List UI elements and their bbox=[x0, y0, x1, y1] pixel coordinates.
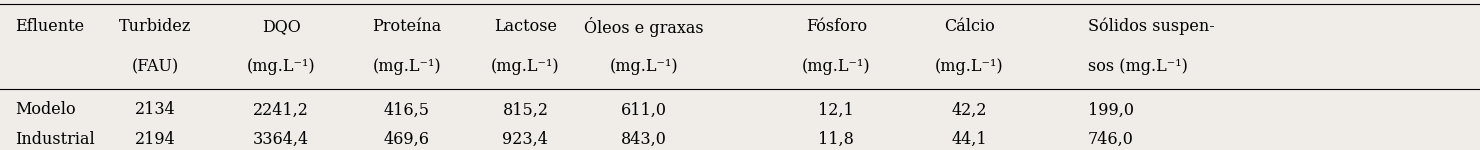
Text: 44,1: 44,1 bbox=[952, 131, 987, 148]
Text: 469,6: 469,6 bbox=[383, 131, 431, 148]
Text: (mg.L⁻¹): (mg.L⁻¹) bbox=[491, 58, 559, 75]
Text: 416,5: 416,5 bbox=[383, 101, 431, 118]
Text: 2134: 2134 bbox=[135, 101, 176, 118]
Text: 2241,2: 2241,2 bbox=[253, 101, 309, 118]
Text: 42,2: 42,2 bbox=[952, 101, 987, 118]
Text: 3364,4: 3364,4 bbox=[253, 131, 309, 148]
Text: Lactose: Lactose bbox=[494, 18, 556, 35]
Text: 11,8: 11,8 bbox=[818, 131, 854, 148]
Text: Modelo: Modelo bbox=[15, 101, 75, 118]
Text: Cálcio: Cálcio bbox=[944, 18, 995, 35]
Text: Turbidez: Turbidez bbox=[120, 18, 191, 35]
Text: 815,2: 815,2 bbox=[502, 101, 549, 118]
Text: 2194: 2194 bbox=[135, 131, 176, 148]
Text: DQO: DQO bbox=[262, 18, 300, 35]
Text: Efluente: Efluente bbox=[15, 18, 84, 35]
Text: (FAU): (FAU) bbox=[132, 58, 179, 75]
Text: sos (mg.L⁻¹): sos (mg.L⁻¹) bbox=[1088, 58, 1187, 75]
Text: Industrial: Industrial bbox=[15, 131, 95, 148]
Text: Fósforo: Fósforo bbox=[805, 18, 867, 35]
Text: Proteína: Proteína bbox=[373, 18, 441, 35]
Text: 843,0: 843,0 bbox=[622, 131, 666, 148]
Text: (mg.L⁻¹): (mg.L⁻¹) bbox=[610, 58, 678, 75]
Text: 12,1: 12,1 bbox=[818, 101, 854, 118]
Text: Sólidos suspen-: Sólidos suspen- bbox=[1088, 18, 1215, 35]
Text: (mg.L⁻¹): (mg.L⁻¹) bbox=[802, 58, 870, 75]
Text: 199,0: 199,0 bbox=[1088, 101, 1134, 118]
Text: Óleos e graxas: Óleos e graxas bbox=[585, 17, 703, 37]
Text: (mg.L⁻¹): (mg.L⁻¹) bbox=[373, 58, 441, 75]
Text: 923,4: 923,4 bbox=[503, 131, 548, 148]
Text: (mg.L⁻¹): (mg.L⁻¹) bbox=[935, 58, 1003, 75]
Text: 611,0: 611,0 bbox=[620, 101, 667, 118]
Text: (mg.L⁻¹): (mg.L⁻¹) bbox=[247, 58, 315, 75]
Text: 746,0: 746,0 bbox=[1088, 131, 1134, 148]
